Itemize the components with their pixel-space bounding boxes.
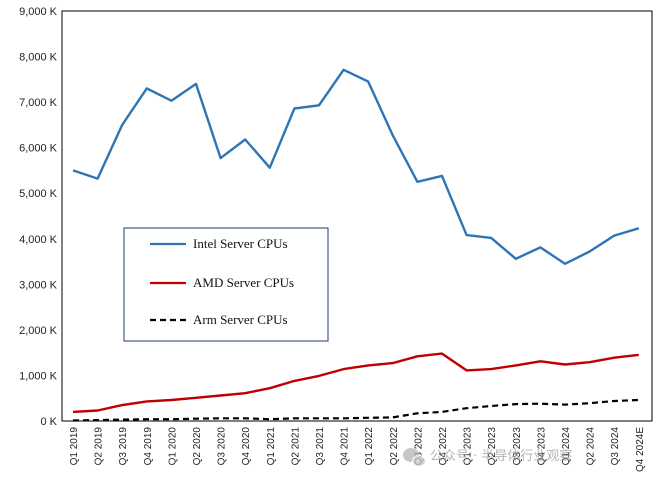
legend-label-arm: Arm Server CPUs: [193, 312, 288, 327]
x-tick-label: Q4 2023: [536, 427, 547, 466]
x-tick-label: Q4 2022: [438, 427, 449, 466]
plot-area: [61, 10, 653, 422]
legend-label-amd: AMD Server CPUs: [193, 275, 294, 290]
y-tick-label: 1,000 K: [19, 370, 58, 382]
wechat-icon: [403, 448, 426, 467]
x-tick-label: Q2 2022: [389, 427, 400, 466]
x-tick-label: Q3 2021: [315, 427, 326, 466]
x-tick-label: Q3 2023: [512, 427, 523, 466]
x-tick-label: Q2 2019: [94, 427, 105, 466]
series-line-amd: [72, 352, 639, 414]
x-tick-label: Q1 2023: [463, 427, 474, 466]
y-tick-label: 2,000 K: [19, 325, 58, 337]
legend: Intel Server CPUs AMD Server CPUs Arm Se…: [123, 227, 329, 342]
x-tick-label: Q3 2019: [118, 427, 129, 466]
x-tick-label: Q4 2019: [143, 427, 154, 466]
x-tick-label: Q3 2020: [217, 427, 228, 466]
y-tick-label: 8,000 K: [19, 52, 58, 64]
y-tick-label: 7,000 K: [19, 97, 58, 109]
y-tick-label: 4,000 K: [19, 234, 58, 246]
series-layer: [72, 68, 640, 422]
series-line-arm: [72, 398, 639, 422]
x-tick-label: Q4 2024E: [635, 427, 646, 472]
x-tick-label: Q1 2021: [266, 427, 277, 466]
y-tick-label: 9,000 K: [19, 6, 58, 18]
y-tick-label: 5,000 K: [19, 188, 58, 200]
y-tick-label: 6,000 K: [19, 143, 58, 155]
y-axis-ticks: 0 K 1,000 K 2,000 K 3,000 K 4,000 K 5,000 K 6,…: [19, 6, 58, 428]
x-tick-label: Q3 2022: [413, 427, 424, 466]
x-tick-label: Q4 2020: [241, 427, 252, 466]
x-tick-label: Q1 2019: [69, 427, 80, 466]
x-tick-label: Q1 2024: [561, 427, 572, 466]
watermark: 公众号 · 半导体行业观察: [403, 448, 572, 467]
x-tick-label: Q1 2022: [364, 427, 375, 466]
x-axis-ticks: Q1 2019 Q2 2019 Q3 2019 Q4 2019 Q1 2020 Q2 20…: [69, 427, 646, 472]
series-line-intel: [72, 68, 640, 265]
x-tick-label: Q1 2020: [167, 427, 178, 466]
legend-box: [123, 227, 329, 342]
y-tick-label: 3,000 K: [19, 279, 58, 291]
x-tick-label: Q2 2020: [192, 427, 203, 466]
x-tick-label: Q2 2024: [586, 427, 597, 466]
x-tick-label: Q4 2021: [340, 427, 351, 466]
watermark-text: 公众号 · 半导体行业观察: [430, 449, 572, 464]
x-tick-label: Q2 2023: [487, 427, 498, 466]
y-tick-label: 0 K: [40, 416, 57, 428]
x-tick-label: Q2 2021: [290, 427, 301, 466]
legend-label-intel: Intel Server CPUs: [193, 236, 288, 251]
x-tick-label: Q3 2024: [610, 427, 621, 466]
